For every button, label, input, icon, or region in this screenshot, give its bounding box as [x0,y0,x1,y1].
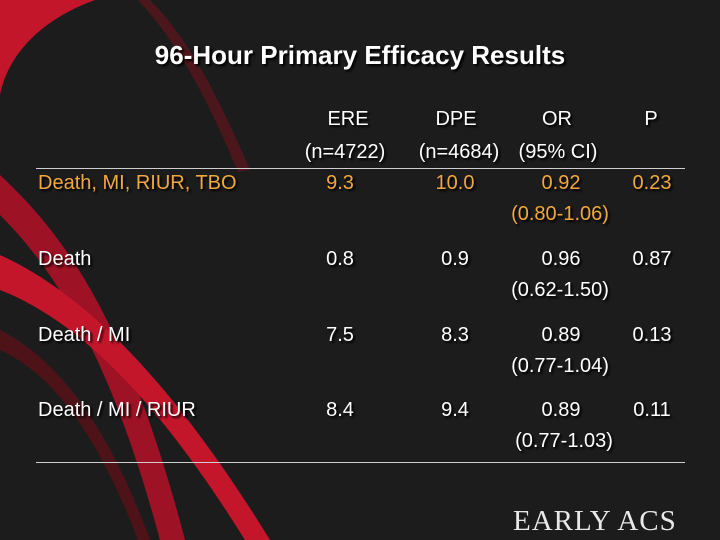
header-p: P [644,108,658,130]
row-p: 0.87 [632,248,672,270]
row-label: Death / MI / RIUR [38,399,196,421]
row-dpe: 8.3 [441,324,469,346]
row-label: Death [38,248,92,270]
row-dpe: 9.4 [441,399,469,421]
row-ci: (0.62-1.50) [511,279,609,301]
page-title: 96-Hour Primary Efficacy Results [154,40,566,70]
row-or: 0.96 [541,248,581,270]
row-label: Death / MI [38,324,131,346]
header-ere-n: (n=4722) [304,141,386,163]
header-or: OR [542,108,572,130]
row-ere: 9.3 [326,172,354,194]
row-ci: (0.80-1.06) [511,203,609,225]
row-or: 0.89 [541,399,581,421]
row-or: 0.89 [541,324,581,346]
header-or-ci: (95% CI) [518,141,598,163]
row-ere: 0.8 [326,248,354,270]
row-label: Death, MI, RIUR, TBO [38,172,237,194]
row-dpe: 0.9 [441,248,469,270]
table-bottom-divider [36,462,685,463]
row-ci: (0.77-1.03) [515,430,613,452]
row-ere: 7.5 [326,324,354,346]
row-dpe: 10.0 [435,172,475,194]
row-ere: 8.4 [326,399,354,421]
header-dpe-n: (n=4684) [418,141,500,163]
row-p: 0.23 [632,172,672,194]
header-dpe: DPE [435,108,477,130]
early-acs-logo: EARLY ACS [513,505,677,537]
row-p: 0.11 [633,399,671,421]
row-ci: (0.77-1.04) [511,355,609,377]
header-ere: ERE [327,108,369,130]
row-or: 0.92 [541,172,581,194]
header-divider [36,168,685,169]
row-p: 0.13 [632,324,672,346]
